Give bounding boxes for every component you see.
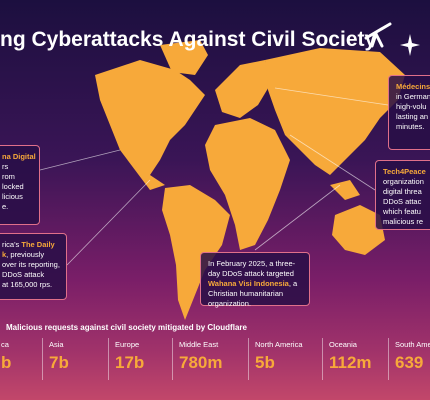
asia <box>265 48 405 175</box>
stat: ca b <box>0 338 42 380</box>
stat: Oceania 112m <box>322 338 388 380</box>
stat-value: 780m <box>179 353 223 372</box>
callout-line: locked <box>2 182 24 191</box>
callout-highlight: Wahana Visi Indonesia <box>208 279 289 288</box>
stat-value: 112m <box>329 353 372 372</box>
callout-line: rom <box>2 172 15 181</box>
callout-text: rica's <box>2 240 22 249</box>
callout-heading: na Digital <box>2 152 36 161</box>
callout-line: high-volu <box>396 102 427 111</box>
stat-region: ca <box>1 340 9 349</box>
callout-line: at 165,000 rps. <box>2 280 53 289</box>
callout-line: rs <box>2 162 9 171</box>
callout-line: licious <box>2 192 23 201</box>
callout-line: organization <box>383 177 424 186</box>
stat-value: 639 <box>395 353 424 372</box>
stat-value: b <box>1 353 12 372</box>
callout-line: DDoS attack <box>2 270 45 279</box>
callout: Médecins in German high-volu lasting an … <box>388 75 430 150</box>
connector <box>254 184 341 251</box>
callout-text: In February 2025, a three-day DDoS attac… <box>208 259 296 278</box>
stat-value: 7b <box>49 353 69 372</box>
stat: Asia 7b <box>42 338 108 380</box>
callout-line: digital threa <box>383 187 422 196</box>
callout: na Digital rs rom locked licious e. <box>0 145 40 225</box>
australia <box>332 205 385 255</box>
stat: Middle East 780m <box>172 338 248 380</box>
islands <box>330 180 360 200</box>
callout-heading: Médecins <box>396 82 430 91</box>
title: ng Cyberattacks Against Civil Society <box>0 28 377 51</box>
stats-title: Malicious requests against civil society… <box>6 323 247 332</box>
callout-line: over its reporting, <box>2 260 60 269</box>
north-america <box>95 60 205 190</box>
stat-region: Asia <box>49 340 64 349</box>
sparkle-icon <box>400 34 420 56</box>
stat-region: North America <box>255 340 303 349</box>
stat: North America 5b <box>248 338 322 380</box>
connectors <box>39 87 389 266</box>
stat-value: 5b <box>255 353 275 372</box>
stat-region: Oceania <box>329 340 357 349</box>
connector <box>66 179 151 266</box>
callout-line: which featu <box>383 207 421 216</box>
connector <box>274 87 389 106</box>
stat-region: Middle East <box>179 340 219 349</box>
telescope-icon <box>364 22 392 48</box>
callout-line: in German <box>396 92 430 101</box>
callout-line: minutes. <box>396 122 425 131</box>
callout-highlight: k <box>2 250 7 259</box>
callout-highlight: The Daily <box>21 240 55 249</box>
callout: Tech4Peace organization digital threa DD… <box>375 160 430 230</box>
stat-region: South America <box>395 340 430 349</box>
callout: In February 2025, a three-day DDoS attac… <box>200 252 310 308</box>
stat: Europe 17b <box>108 338 172 380</box>
stat-region: Europe <box>115 340 140 349</box>
stat: South America 639 <box>388 338 430 380</box>
europe <box>215 60 270 118</box>
callout-heading: Tech4Peace <box>383 167 426 176</box>
connector <box>39 149 121 171</box>
callout-line: lasting an <box>396 112 429 121</box>
south-america <box>162 185 230 320</box>
africa <box>205 118 290 250</box>
continents <box>95 40 405 320</box>
callout-line: DDoS attac <box>383 197 422 206</box>
greenland <box>160 40 208 75</box>
callout-text: , previously <box>6 250 45 259</box>
stat-value: 17b <box>115 353 145 372</box>
connector <box>289 134 376 191</box>
callout-line: e. <box>2 202 9 211</box>
callout-line: malicious re <box>383 217 424 226</box>
callout: rica's The Daily k, previously over its … <box>0 233 67 300</box>
callout-text: , a Christian humanitarian organization. <box>208 279 298 308</box>
